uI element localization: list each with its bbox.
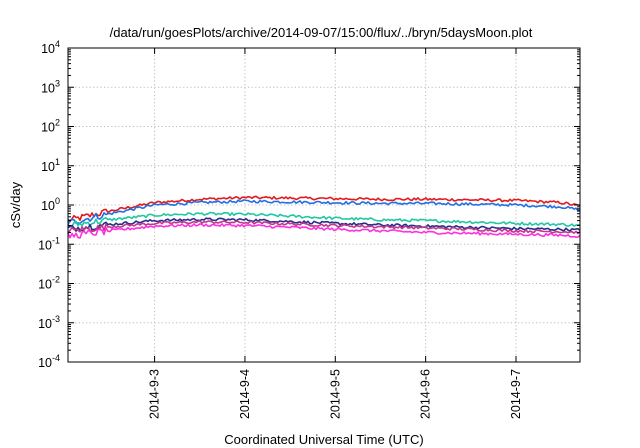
y-tick-exponent: -3 xyxy=(52,314,60,324)
y-tick-base: 10 xyxy=(38,317,52,331)
y-tick-exponent: 4 xyxy=(55,39,60,49)
series-line xyxy=(67,199,581,226)
y-tick-base: 10 xyxy=(38,356,52,370)
y-tick-base: 10 xyxy=(38,278,52,292)
y-tick-label: 103 xyxy=(41,78,60,95)
series-group xyxy=(67,195,581,239)
x-tick-label: 2014-9-6 xyxy=(419,369,433,419)
y-tick-exponent: -1 xyxy=(52,235,60,245)
y-tick-label: 10-4 xyxy=(38,353,60,370)
y-tick-exponent: 0 xyxy=(55,196,60,206)
y-tick-label: 102 xyxy=(41,118,60,135)
y-tick-label: 10-1 xyxy=(38,235,60,252)
series-line xyxy=(67,223,581,239)
y-tick-base: 10 xyxy=(41,121,55,135)
x-tick-label: 2014-9-5 xyxy=(328,369,342,419)
y-tick-base: 10 xyxy=(38,238,52,252)
x-axis-label: Coordinated Universal Time (UTC) xyxy=(224,432,423,447)
y-tick-label: 10-2 xyxy=(38,275,60,292)
chart-title: /data/run/goesPlots/archive/2014-09-07/1… xyxy=(110,25,533,40)
y-tick-label: 100 xyxy=(41,196,60,213)
y-tick-base: 10 xyxy=(41,160,55,174)
series-line xyxy=(67,217,581,232)
series-line xyxy=(67,195,581,223)
y-tick-label: 10-3 xyxy=(38,314,60,331)
y-tick-exponent: -4 xyxy=(52,353,60,363)
grid xyxy=(68,48,580,362)
series-line xyxy=(67,211,581,228)
series-line xyxy=(67,220,581,235)
y-tick-exponent: 2 xyxy=(55,118,60,128)
x-axis-ticks: 2014-9-3 2014-9-4 2014-9-5 2014-9-6 2014-9-7 xyxy=(148,48,523,419)
y-tick-label: 101 xyxy=(41,157,60,174)
y-axis-label: cSv/day xyxy=(8,181,23,228)
y-tick-base: 10 xyxy=(41,81,55,95)
y-tick-label: 104 xyxy=(41,39,60,56)
y-tick-exponent: 1 xyxy=(55,157,60,167)
x-tick-label: 2014-9-4 xyxy=(238,369,252,419)
x-tick-label: 2014-9-3 xyxy=(148,369,162,419)
y-tick-base: 10 xyxy=(41,199,55,213)
x-tick-label: 2014-9-7 xyxy=(509,369,523,419)
y-tick-exponent: -2 xyxy=(52,275,60,285)
y-tick-exponent: 3 xyxy=(55,78,60,88)
y-tick-base: 10 xyxy=(41,42,55,56)
